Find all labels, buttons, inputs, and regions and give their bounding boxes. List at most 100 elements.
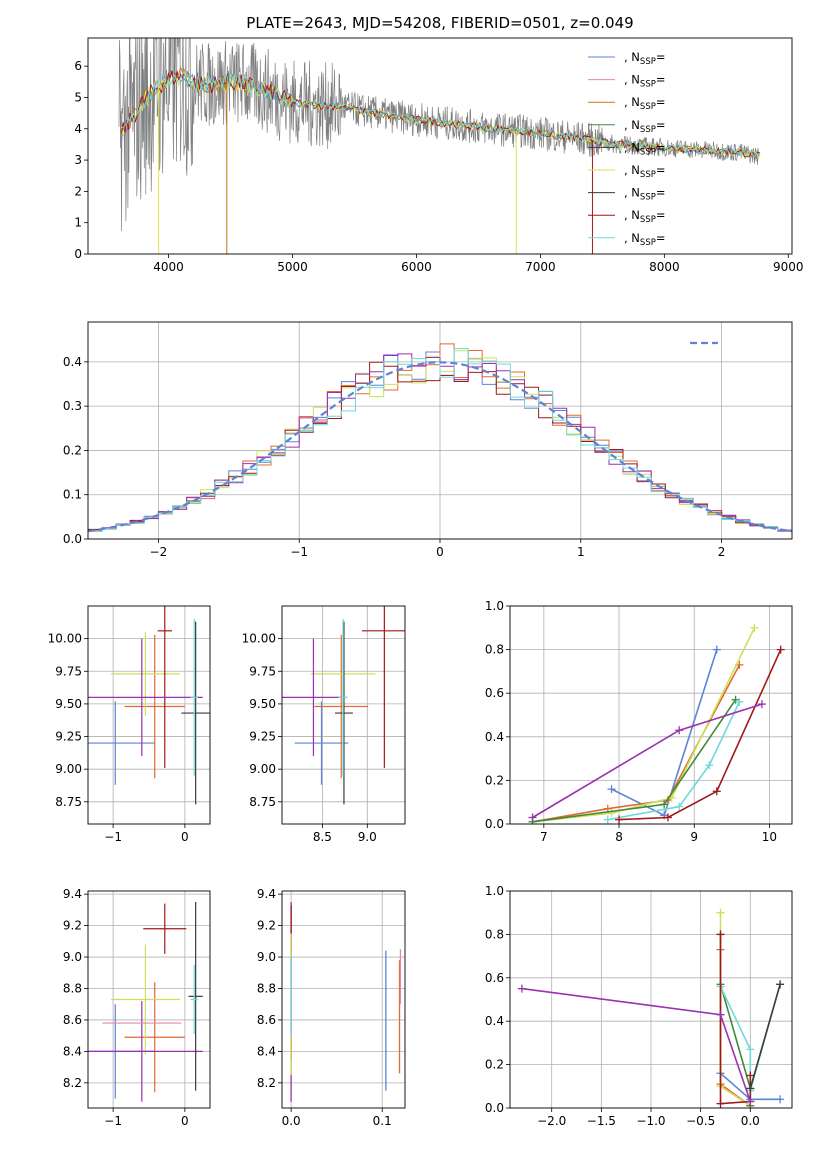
y-tick-label: 1.0 xyxy=(485,599,504,613)
y-tick-label: 9.25 xyxy=(55,730,82,744)
legend-n-prefix: , N xyxy=(624,140,640,154)
y-tick-label: 9.00 xyxy=(55,762,82,776)
y-tick-label: 8.8 xyxy=(63,981,82,995)
x-tick-label: 4000 xyxy=(153,260,184,274)
y-tick-label: 8.8 xyxy=(257,981,276,995)
x-tick-label: 5000 xyxy=(277,260,308,274)
y-tick-label: 9.50 xyxy=(249,697,276,711)
legend-n-subscript: SSP xyxy=(640,193,656,203)
legend-n-subscript: SSP xyxy=(640,170,656,180)
y-tick-label: 0.8 xyxy=(485,643,504,657)
y-tick-label: 8.4 xyxy=(257,1044,276,1058)
y-tick-label: 9.2 xyxy=(257,919,276,933)
y-tick-label: 9.2 xyxy=(63,919,82,933)
legend-n-prefix: , N xyxy=(624,50,640,64)
y-tick-label: 0.3 xyxy=(63,399,82,413)
x-tick-label: 0.0 xyxy=(741,1114,760,1128)
y-tick-label: 8.75 xyxy=(55,795,82,809)
y-tick-label: 9.0 xyxy=(257,950,276,964)
mass-weight-line xyxy=(607,701,741,821)
x-tick-label: 10 xyxy=(762,830,777,844)
legend-n-equals: = xyxy=(656,140,666,154)
spectrum-legend: , NSSP=, NSSP=, NSSP=, NSSP=, NSSP=, NSS… xyxy=(588,50,665,248)
axes-frame xyxy=(509,605,793,825)
y-tick-label: 9.25 xyxy=(249,730,276,744)
x-tick-label: 6000 xyxy=(401,260,432,274)
y-tick-label: 3 xyxy=(74,153,82,167)
x-tick-label: 8 xyxy=(615,830,623,844)
massweight-vs-age-panel: 7 8 9 10 0.0 0.2 0.4 0.6 0.8 1.0 xyxy=(485,599,793,844)
mass-weight-line xyxy=(532,703,763,819)
plot-area xyxy=(88,902,203,1102)
x-tick-label: 7000 xyxy=(525,260,556,274)
legend-n-subscript: SSP xyxy=(640,80,656,90)
x-tick-label: −2 xyxy=(150,545,168,559)
x-tick-label: −1.5 xyxy=(587,1114,616,1128)
legend-label: , NSSP= xyxy=(624,50,665,67)
y-tick-label: 0.1 xyxy=(63,488,82,502)
legend-n-prefix: , N xyxy=(624,163,640,177)
mass-weight-line xyxy=(618,649,782,821)
legend-n-subscript: SSP xyxy=(640,147,656,157)
x-tick-label: −1.0 xyxy=(636,1114,665,1128)
legend-n-prefix: , N xyxy=(624,118,640,132)
residual-histogram xyxy=(88,343,792,532)
figure-title: PLATE=2643, MJD=54208, FIBERID=0501, z=0… xyxy=(246,14,633,32)
mass-weight-line xyxy=(532,699,737,823)
legend-label: , NSSP= xyxy=(624,208,665,225)
legend-n-subscript: SSP xyxy=(640,215,656,225)
x-tick-label: 9.0 xyxy=(358,830,377,844)
x-tick-label: 0 xyxy=(436,545,444,559)
y-tick-label: 9.4 xyxy=(257,887,276,901)
x-tick-label: −1 xyxy=(104,830,122,844)
x-tick-label: 8.5 xyxy=(313,830,332,844)
legend-n-equals: = xyxy=(656,163,666,177)
axes-frame xyxy=(281,890,406,1109)
x-tick-label: −1 xyxy=(104,1114,122,1128)
model-spectrum-line xyxy=(121,70,761,158)
y-tick-label: 8.2 xyxy=(63,1076,82,1090)
legend-n-equals: = xyxy=(656,95,666,109)
mass-vs-ebv-panel: 0.0 0.1 8.2 8.4 8.6 8.8 9.0 9.2 9.4 xyxy=(257,887,406,1128)
plot-area xyxy=(88,343,792,533)
axes-frame xyxy=(509,890,793,1109)
legend-n-equals: = xyxy=(656,208,666,222)
x-tick-label: 9000 xyxy=(773,260,804,274)
legend-n-prefix: , N xyxy=(624,186,640,200)
plot-area xyxy=(528,623,785,824)
legend-label: , NSSP= xyxy=(624,118,665,135)
plot-area xyxy=(282,606,405,805)
y-tick-label: 10.00 xyxy=(48,632,82,646)
axes-frame xyxy=(87,37,793,255)
legend-label: , NSSP= xyxy=(624,140,665,157)
y-tick-label: 0.0 xyxy=(485,1101,504,1115)
legend-n-equals: = xyxy=(656,118,666,132)
y-tick-label: 0.2 xyxy=(485,773,504,787)
y-tick-label: 8.6 xyxy=(257,1013,276,1027)
legend-n-prefix: , N xyxy=(624,208,640,222)
age-vs-mass-panel: 8.5 9.0 8.75 9.00 9.25 9.50 9.75 10.00 xyxy=(242,605,406,844)
mass-weight-line xyxy=(532,627,756,823)
y-tick-label: 10.00 xyxy=(242,632,276,646)
plot-area xyxy=(88,606,210,805)
y-tick-label: 5 xyxy=(74,90,82,104)
legend-n-equals: = xyxy=(656,73,666,87)
mass-vs-metallicity-panel: −1 0 8.2 8.4 8.6 8.8 9.0 9.2 9.4 xyxy=(63,887,211,1128)
x-tick-label: 9 xyxy=(690,830,698,844)
residuals-panel: −2 −1 0 1 2 0.0 0.1 0.2 0.3 0.4 xyxy=(63,321,793,559)
y-tick-label: 8.6 xyxy=(63,1013,82,1027)
y-tick-label: 0 xyxy=(74,247,82,261)
x-tick-label: 7 xyxy=(540,830,548,844)
legend-n-subscript: SSP xyxy=(640,57,656,67)
y-tick-label: 1 xyxy=(74,216,82,230)
legend-n-prefix: , N xyxy=(624,73,640,87)
y-tick-label: 8.4 xyxy=(63,1044,82,1058)
legend-n-equals: = xyxy=(656,50,666,64)
legend-label: , NSSP= xyxy=(624,95,665,112)
mass-weight-line xyxy=(749,984,781,1089)
plot-area xyxy=(290,902,402,1102)
gaussian-curve xyxy=(88,361,792,533)
x-tick-label: −0.5 xyxy=(686,1114,715,1128)
y-tick-label: 1.0 xyxy=(485,884,504,898)
